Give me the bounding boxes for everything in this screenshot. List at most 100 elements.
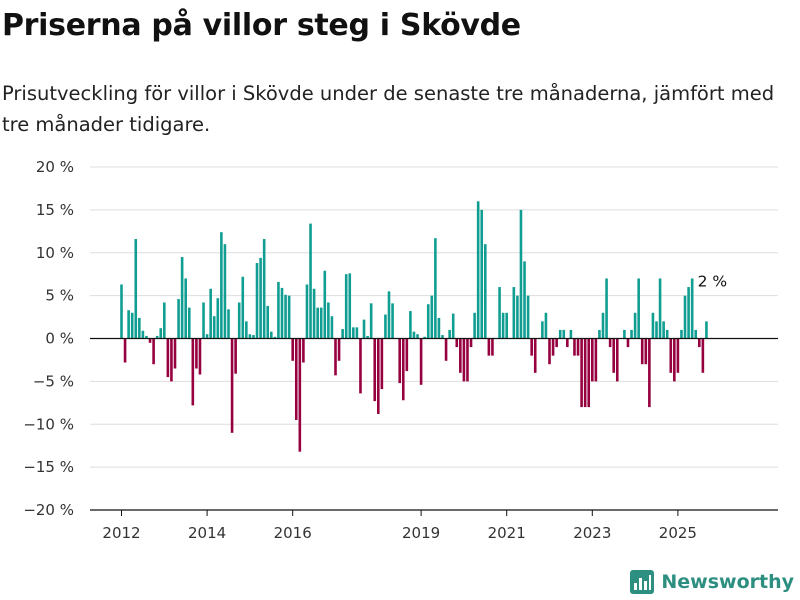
bar <box>469 338 473 348</box>
bar <box>705 321 708 339</box>
bar <box>291 338 294 361</box>
bar <box>459 338 462 373</box>
bar <box>637 278 640 339</box>
bar <box>480 209 484 339</box>
y-tick-label: −10 % <box>23 415 74 433</box>
bar <box>141 330 145 339</box>
bar <box>548 338 551 365</box>
bar <box>377 338 380 414</box>
bar <box>601 312 605 339</box>
bar <box>676 338 680 373</box>
bar <box>484 244 487 339</box>
bar <box>145 335 148 339</box>
bar <box>630 329 633 339</box>
bars <box>120 201 708 452</box>
bar <box>416 334 419 339</box>
bar <box>551 338 555 356</box>
bar <box>159 328 163 339</box>
bar <box>662 321 665 339</box>
bar <box>245 321 248 339</box>
bar <box>259 257 262 339</box>
bar <box>252 335 255 339</box>
bar <box>123 338 127 363</box>
bar <box>155 335 159 339</box>
bar <box>212 316 216 339</box>
bar <box>698 338 701 348</box>
last-value-label: 2 % <box>698 272 728 290</box>
x-tick-label: 2025 <box>659 524 697 542</box>
bar <box>220 232 223 339</box>
bar <box>366 335 369 339</box>
bar <box>558 329 562 339</box>
bar <box>352 327 355 339</box>
bar <box>683 295 687 339</box>
bar <box>680 329 683 339</box>
bar <box>198 338 202 375</box>
bar <box>330 316 334 339</box>
bar <box>591 338 594 382</box>
bar <box>187 307 191 339</box>
bar <box>216 298 220 339</box>
bar <box>280 287 284 339</box>
bar <box>501 312 505 339</box>
y-tick-label: 0 % <box>45 330 74 348</box>
bar <box>665 329 669 339</box>
bar <box>544 312 548 339</box>
y-tick-label: 10 % <box>36 244 74 262</box>
x-tick-label: 2021 <box>488 524 526 542</box>
bar <box>583 338 587 408</box>
bar <box>209 288 212 339</box>
bar <box>473 312 476 339</box>
bar <box>163 302 166 339</box>
bar <box>355 327 359 339</box>
bar <box>234 338 237 374</box>
bar <box>573 338 576 356</box>
bar <box>658 278 662 339</box>
bar-chart: 20 % 15 % 10 % 5 % 0 % −5 % −10 % −15 % −20 % 201… <box>23 158 778 542</box>
bar <box>184 278 187 339</box>
y-tick-label: −20 % <box>23 501 74 519</box>
bar <box>180 257 184 339</box>
bar <box>655 321 658 339</box>
bar <box>284 294 287 339</box>
brand-name: Newsworthy <box>661 571 794 593</box>
bar <box>651 312 655 339</box>
bar <box>298 338 302 452</box>
bar <box>273 336 277 339</box>
bar <box>409 311 412 339</box>
bar <box>205 334 209 339</box>
bar <box>173 338 177 369</box>
bar <box>555 338 558 348</box>
bar <box>519 209 523 339</box>
bar <box>615 338 619 382</box>
bar <box>640 338 644 365</box>
bar <box>227 309 230 339</box>
bar <box>491 338 494 356</box>
bar <box>401 338 405 401</box>
bar <box>309 223 312 339</box>
x-tick-label: 2019 <box>402 524 440 542</box>
bar <box>134 239 138 339</box>
bar <box>605 278 608 339</box>
bar <box>644 338 648 365</box>
bar <box>580 338 583 408</box>
bar <box>648 338 651 408</box>
bar <box>316 307 319 339</box>
bar <box>348 273 352 339</box>
y-tick-label: 15 % <box>36 201 74 219</box>
bar <box>334 338 337 376</box>
bar <box>462 338 466 382</box>
bar <box>541 321 544 339</box>
bar <box>223 244 227 339</box>
bar <box>690 278 694 339</box>
bar <box>387 291 391 339</box>
bar <box>687 287 690 339</box>
bar <box>302 338 305 363</box>
bar <box>419 338 423 385</box>
page-subtitle: Prisutveckling för villor i Skövde under… <box>2 82 775 136</box>
bar <box>430 295 434 339</box>
bar <box>384 314 387 339</box>
bar <box>626 338 630 348</box>
bar <box>398 338 401 384</box>
bar <box>287 295 291 339</box>
